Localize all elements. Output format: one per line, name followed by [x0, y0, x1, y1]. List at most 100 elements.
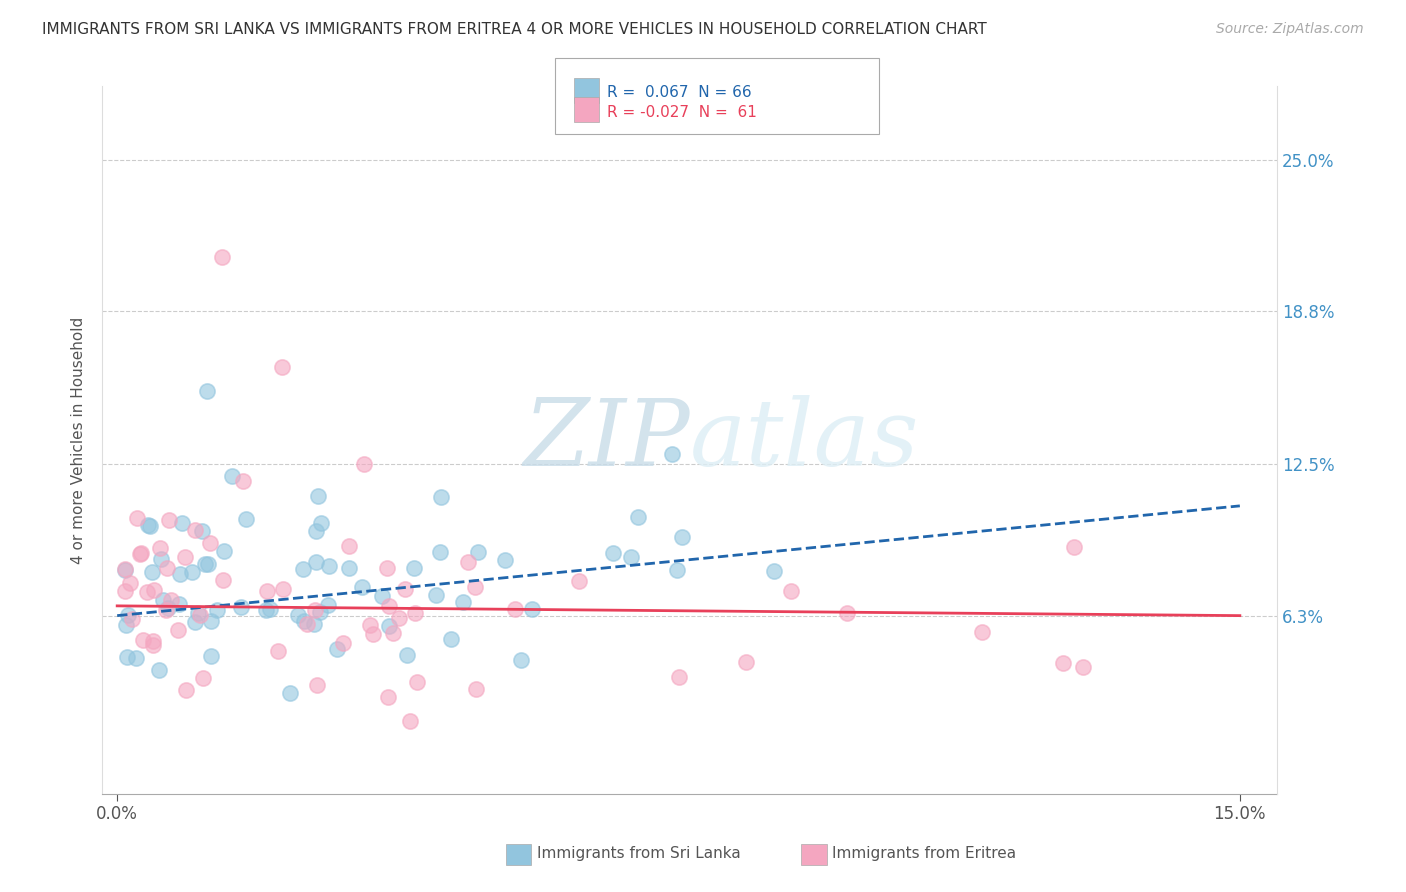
- Point: [377, 690, 399, 705]
- Point: [291, 562, 314, 576]
- Point: [510, 653, 533, 667]
- Point: [661, 447, 683, 461]
- Point: [117, 607, 139, 622]
- Point: [141, 565, 163, 579]
- Point: [211, 573, 233, 587]
- Point: [309, 516, 332, 531]
- Point: [377, 599, 399, 613]
- Point: [318, 558, 340, 573]
- Point: [115, 618, 138, 632]
- Point: [378, 619, 401, 633]
- Point: [440, 632, 463, 646]
- Point: [125, 651, 148, 665]
- Point: [114, 583, 136, 598]
- Point: [184, 523, 207, 537]
- Point: [292, 614, 315, 628]
- Point: [627, 510, 650, 524]
- Point: [406, 675, 429, 690]
- Point: [394, 582, 416, 596]
- Text: Immigrants from Eritrea: Immigrants from Eritrea: [832, 847, 1017, 861]
- Point: [231, 475, 253, 489]
- Point: [425, 588, 447, 602]
- Point: [287, 608, 309, 623]
- Point: [197, 558, 219, 572]
- Point: [835, 606, 858, 620]
- Point: [117, 650, 139, 665]
- Point: [128, 547, 150, 561]
- Point: [135, 585, 157, 599]
- Point: [404, 606, 426, 620]
- Point: [152, 592, 174, 607]
- Point: [602, 546, 624, 560]
- Point: [156, 561, 179, 575]
- Point: [114, 562, 136, 576]
- Y-axis label: 4 or more Vehicles in Household: 4 or more Vehicles in Household: [72, 317, 86, 564]
- Point: [195, 384, 218, 399]
- Point: [325, 642, 347, 657]
- Point: [453, 595, 475, 609]
- Point: [668, 670, 690, 684]
- Point: [305, 524, 328, 539]
- Point: [332, 636, 354, 650]
- Point: [125, 510, 148, 524]
- Point: [429, 544, 451, 558]
- Point: [734, 655, 756, 669]
- Point: [157, 513, 180, 527]
- Point: [271, 582, 294, 597]
- Point: [375, 561, 398, 575]
- Point: [174, 683, 197, 698]
- Point: [200, 614, 222, 628]
- Point: [142, 583, 165, 598]
- Point: [620, 550, 643, 565]
- Point: [666, 563, 689, 577]
- Point: [200, 649, 222, 664]
- Point: [205, 603, 228, 617]
- Point: [159, 592, 181, 607]
- Point: [520, 602, 543, 616]
- Point: [229, 599, 252, 614]
- Point: [388, 610, 411, 624]
- Point: [173, 550, 195, 565]
- Point: [304, 617, 326, 632]
- Point: [402, 561, 425, 575]
- Point: [167, 598, 190, 612]
- Point: [191, 524, 214, 539]
- Point: [371, 589, 394, 603]
- Point: [430, 490, 453, 504]
- Text: R = -0.027  N =  61: R = -0.027 N = 61: [607, 105, 758, 120]
- Point: [494, 552, 516, 566]
- Point: [187, 606, 209, 620]
- Text: R =  0.067  N = 66: R = 0.067 N = 66: [607, 85, 752, 100]
- Point: [337, 539, 360, 553]
- Point: [305, 678, 328, 692]
- Point: [304, 603, 326, 617]
- Point: [132, 632, 155, 647]
- Point: [148, 663, 170, 677]
- Text: ZIP: ZIP: [523, 395, 690, 485]
- Point: [191, 671, 214, 685]
- Point: [337, 561, 360, 575]
- Point: [181, 565, 204, 579]
- Point: [155, 603, 177, 617]
- Point: [211, 250, 233, 264]
- Text: IMMIGRANTS FROM SRI LANKA VS IMMIGRANTS FROM ERITREA 4 OR MORE VEHICLES IN HOUSE: IMMIGRANTS FROM SRI LANKA VS IMMIGRANTS …: [42, 22, 987, 37]
- Point: [142, 633, 165, 648]
- Point: [295, 616, 318, 631]
- Point: [763, 564, 786, 578]
- Point: [779, 584, 801, 599]
- Point: [221, 469, 243, 483]
- Point: [352, 580, 374, 594]
- Point: [194, 558, 217, 572]
- Point: [156, 601, 179, 615]
- Point: [353, 458, 375, 472]
- Text: atlas: atlas: [690, 395, 920, 485]
- Point: [188, 607, 211, 622]
- Point: [568, 574, 591, 588]
- Point: [114, 564, 136, 578]
- Point: [465, 681, 488, 696]
- Text: Immigrants from Sri Lanka: Immigrants from Sri Lanka: [537, 847, 741, 861]
- Point: [267, 644, 290, 658]
- Point: [256, 584, 278, 599]
- Point: [457, 555, 479, 569]
- Point: [142, 639, 165, 653]
